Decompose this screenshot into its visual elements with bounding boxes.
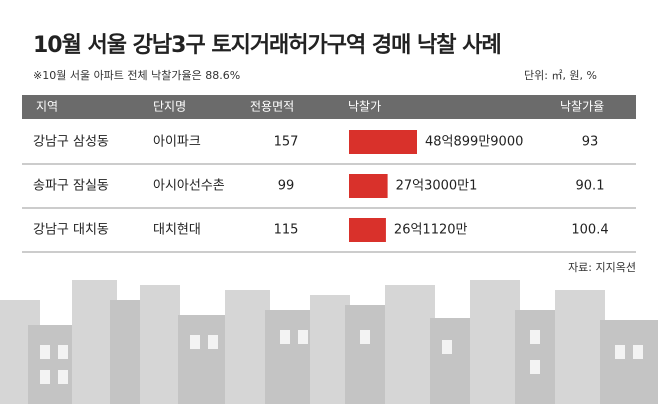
area: 157 [274, 135, 299, 150]
complex: 대치현대 [153, 223, 201, 238]
price-label: 26억1120만 [394, 223, 468, 238]
title: 10월 서울 강남3구 토지거래허가구역 경매 낙찰 사례 [33, 33, 501, 58]
price-bar [349, 218, 386, 242]
source: 자료: 지지옥션 [568, 261, 636, 274]
column-header: 낙찰가율 [560, 100, 604, 114]
unit: 단위: ㎡, 원, % [524, 69, 597, 82]
header-bar [22, 95, 636, 119]
skyline [0, 280, 658, 404]
column-header: 낙찰가 [348, 100, 381, 114]
complex: 아이파크 [153, 135, 201, 150]
region: 강남구 대치동 [33, 223, 109, 238]
area: 99 [278, 179, 295, 194]
region: 송파구 잠실동 [33, 179, 109, 194]
column-header: 지역 [36, 100, 58, 114]
price-label: 48억899만9000 [425, 135, 523, 150]
column-header: 전용면적 [250, 100, 294, 114]
price-bar [349, 174, 388, 198]
region: 강남구 삼성동 [33, 135, 109, 150]
rate: 90.1 [576, 179, 605, 194]
column-header: 단지명 [153, 100, 186, 114]
price-label: 27억3000만1 [396, 179, 478, 194]
price-bar [349, 130, 417, 154]
area: 115 [274, 223, 299, 238]
rate: 93 [582, 135, 599, 150]
note: ※10월 서울 아파트 전체 낙찰가율은 88.6% [33, 69, 240, 82]
complex: 아시아선수촌 [153, 179, 225, 194]
rate: 100.4 [571, 223, 608, 238]
